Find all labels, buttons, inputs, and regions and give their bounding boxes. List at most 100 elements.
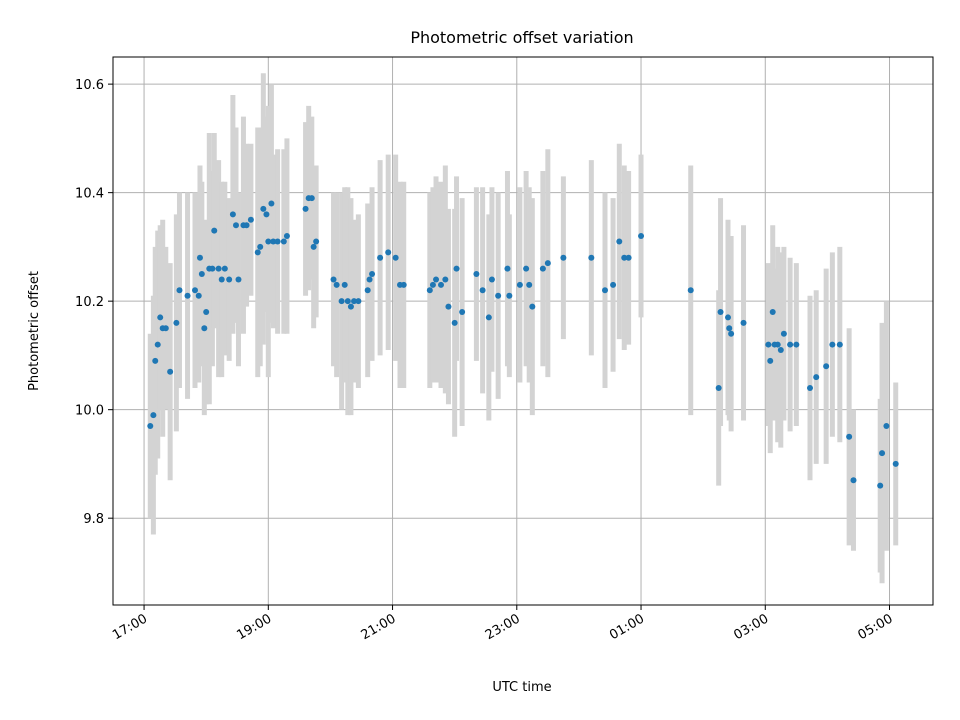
data-point [787, 341, 794, 348]
data-point [355, 298, 362, 305]
x-axis-ticks: 17:00 19:00 21:00 23:00 01:00 03:00 05:00 [110, 605, 896, 643]
data-point [364, 287, 371, 294]
data-point [687, 287, 694, 294]
data-point [793, 341, 800, 348]
data-point [813, 374, 820, 381]
data-point [184, 292, 191, 299]
data-point [638, 233, 645, 240]
data-point [260, 205, 267, 212]
data-point [560, 254, 567, 261]
y-tick-label: 10.6 [75, 78, 104, 93]
x-tick-label: 03:00 [731, 611, 771, 643]
data-point [392, 254, 399, 261]
data-point [769, 309, 776, 316]
data-point [274, 238, 281, 245]
data-point [308, 195, 315, 202]
data-point [270, 238, 277, 245]
data-point [728, 330, 735, 337]
y-axis-label: Photometric offset [27, 271, 42, 391]
data-point [247, 216, 254, 223]
data-point [310, 243, 317, 250]
data-point [265, 238, 272, 245]
data-point [506, 292, 513, 299]
data-point [495, 292, 502, 299]
data-point [254, 249, 261, 256]
y-tick-label: 9.8 [83, 512, 104, 527]
data-point [504, 265, 511, 272]
y-axis-ticks: 9.8 10.0 10.2 10.4 10.6 [75, 78, 113, 527]
data-point [173, 319, 180, 326]
data-point [488, 276, 495, 283]
data-point [366, 276, 373, 283]
data-point [616, 238, 623, 245]
y-tick-label: 10.4 [75, 187, 104, 202]
data-point [846, 433, 853, 440]
data-point [385, 249, 392, 256]
data-point [544, 260, 551, 267]
x-tick-label: 05:00 [856, 611, 896, 643]
data-point [426, 287, 433, 294]
data-point [850, 477, 857, 484]
data-point [369, 271, 376, 278]
data-point [192, 287, 198, 294]
data-point [347, 303, 354, 310]
data-point [610, 281, 617, 288]
data-point [451, 319, 458, 326]
data-point [516, 281, 523, 288]
data-point [485, 314, 492, 321]
data-point [233, 222, 239, 229]
data-point [268, 200, 275, 207]
data-point [157, 314, 164, 321]
data-point [229, 211, 236, 218]
y-tick-label: 10.2 [75, 295, 104, 310]
error-bars [147, 73, 899, 584]
data-point [715, 384, 722, 391]
data-point [453, 265, 460, 272]
data-point [883, 422, 890, 429]
x-tick-label: 17:00 [110, 611, 150, 643]
data-point [765, 341, 772, 348]
data-point [823, 363, 830, 370]
data-point [147, 422, 154, 429]
x-axis-label: UTC time [492, 680, 551, 695]
data-point [209, 265, 216, 272]
chart-title: Photometric offset variation [410, 28, 633, 47]
data-point [717, 309, 724, 316]
data-point [433, 276, 440, 283]
data-point [807, 384, 813, 391]
data-point [877, 482, 884, 489]
data-point [195, 292, 202, 299]
data-point [829, 341, 836, 348]
data-point [235, 276, 242, 283]
data-point [725, 314, 731, 321]
data-point [341, 281, 348, 288]
y-tick-label: 10.0 [75, 404, 104, 419]
data-point [588, 254, 595, 261]
x-tick-label: 21:00 [359, 611, 399, 643]
data-point [621, 254, 628, 261]
data-point [338, 298, 345, 305]
x-tick-label: 23:00 [483, 611, 523, 643]
data-point [330, 276, 337, 283]
data-point [602, 287, 608, 294]
x-tick-label: 19:00 [234, 611, 274, 643]
data-point [459, 309, 466, 316]
data-point [726, 325, 733, 332]
data-point [625, 254, 632, 261]
data-point [442, 276, 449, 283]
data-point [836, 341, 843, 348]
data-point [152, 357, 159, 364]
data-point [351, 298, 358, 305]
data-point [243, 222, 250, 229]
data-point [438, 281, 444, 288]
data-point [221, 265, 228, 272]
data-point [226, 276, 233, 283]
data-point [218, 276, 225, 283]
data-point [263, 211, 270, 218]
data-point [257, 243, 264, 250]
data-point [203, 309, 210, 316]
plot-frame [112, 56, 934, 606]
data-point [429, 281, 436, 288]
data-point [196, 254, 203, 261]
data-point [892, 460, 899, 467]
